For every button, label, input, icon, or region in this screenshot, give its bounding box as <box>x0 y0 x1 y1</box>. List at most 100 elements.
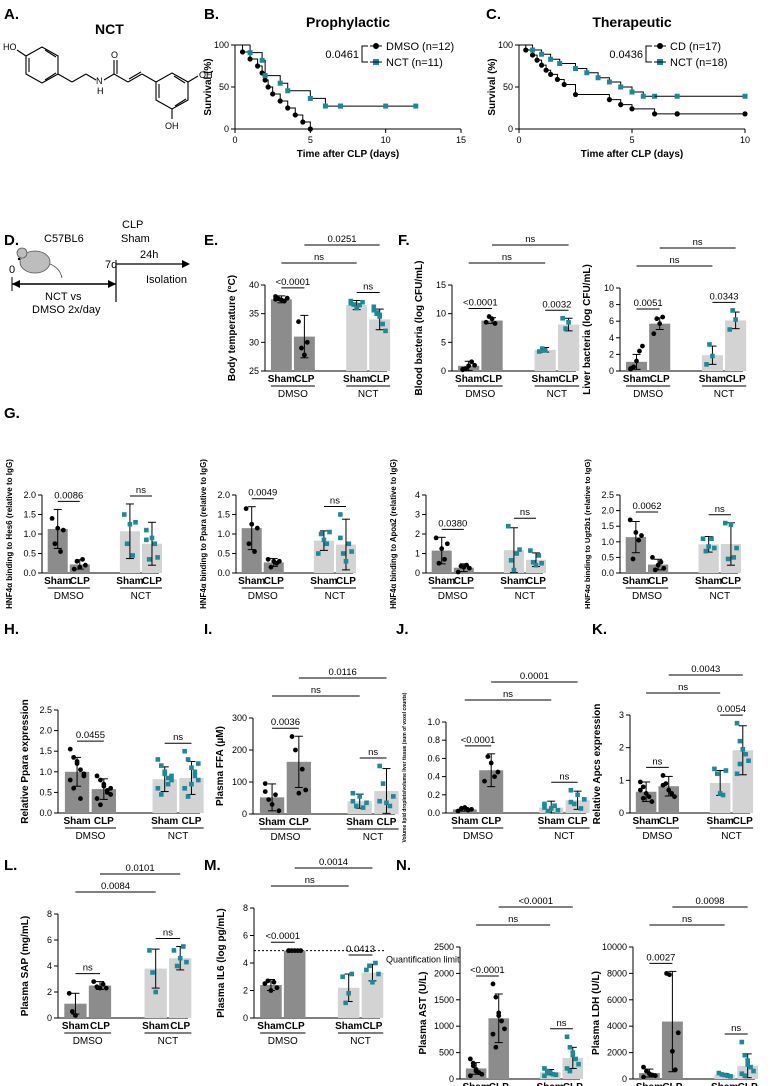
panel-f1-letter: F. <box>398 232 410 249</box>
chart-n1-category-label: CLP <box>489 1082 509 1086</box>
chart-c-legend-label: CD (n=17) <box>670 41 721 53</box>
chart-k-data-point <box>660 773 666 778</box>
chart-h-group-label: NCT <box>168 831 189 842</box>
chart-e-y-tick-label: 30 <box>249 337 259 347</box>
chart-g1-data-point <box>155 555 160 560</box>
chart-g2-data-point <box>268 564 274 570</box>
chart-n1-data-point <box>499 1018 505 1024</box>
chart-e-data-point <box>296 319 301 325</box>
chart-b-y-tick-label: 50 <box>219 82 229 92</box>
chart-c-event-marker <box>629 106 635 112</box>
chart-f1-category-label: CLP <box>559 374 579 385</box>
chart-g4-category-label: Sham <box>695 576 722 587</box>
chart-n1-data-point <box>570 1052 576 1058</box>
chart-g4-bar <box>625 537 646 573</box>
chart-m-category-label: CLP <box>362 1021 382 1032</box>
chart-j-data-point <box>462 805 468 810</box>
chart-g1-data-point <box>77 564 83 570</box>
chart-g1-group-label: DMSO <box>54 591 84 602</box>
chart-b-x-tick-label: 10 <box>381 135 391 145</box>
chart-l-significance-label: ns <box>83 963 93 974</box>
chart-f2-bar <box>649 323 671 371</box>
chart-e-data-point <box>354 305 359 311</box>
chart-n1-data-point <box>542 1066 547 1071</box>
chart-g3-data-point <box>533 562 539 568</box>
chart-j-category-label: Sham <box>538 816 565 827</box>
chart-e-group-label: NCT <box>358 389 379 400</box>
chart-j-significance-label: 0.0001 <box>520 671 549 682</box>
chart-g4-data-point <box>661 565 667 571</box>
panel-d: D. C57BL6 0 7d CLP Sham 24h Isolation NC… <box>4 219 190 316</box>
chart-g4-group-label: NCT <box>710 591 731 602</box>
chart-e-data-point <box>273 296 278 302</box>
chart-f1-bar <box>534 349 556 371</box>
chart-j-significance-label: <0.0001 <box>461 735 496 746</box>
chart-k-data-point <box>743 751 748 757</box>
chart-c-event-marker <box>652 111 658 117</box>
chart-f2-y-axis-label: Liver bacteria (log CFU/mL) <box>582 264 593 395</box>
chart-k-y-tick-label: 0 <box>619 808 624 818</box>
chart-h-category-label: Sham <box>151 816 178 827</box>
chart-m-data-point <box>343 1000 348 1006</box>
chart-b-x-axis-label: Time after CLP (days) <box>297 149 399 160</box>
chart-f2-category-label: CLP <box>650 374 670 385</box>
chart-g4-data-point <box>639 533 644 538</box>
chart-g2-data-point <box>254 525 260 531</box>
chart-c-censor-marker <box>742 93 748 99</box>
chart-g4-data-point <box>712 545 717 551</box>
chart-b-survival-curve <box>235 44 311 129</box>
chart-g2-significance-label: ns <box>330 496 340 507</box>
chart-n1-category-label: Sham <box>462 1082 489 1086</box>
chart-i-data-point <box>273 792 278 798</box>
chart-j-data-point <box>469 806 474 812</box>
chart-h-data-point <box>192 773 198 779</box>
chart-g3-significance-label: 0.0380 <box>438 518 467 529</box>
chart-m-bar <box>283 950 306 1018</box>
chart-g1-significance-label: 0.0086 <box>54 490 83 501</box>
chart-f2-significance-label: ns <box>669 255 679 266</box>
chart-b-y-axis-label: Survival (%) <box>203 58 214 115</box>
chart-b-pvalue-label: 0.0461 <box>325 49 359 61</box>
chart-c-event-marker <box>557 60 563 66</box>
chart-n1-y-axis-label: Plasma AST (U/L) <box>418 972 429 1055</box>
chart-f1-data-point <box>489 316 495 322</box>
chart-g1-data-point <box>122 512 127 517</box>
chart-i-data-point <box>380 781 386 786</box>
chart-b-censor-marker <box>383 103 389 109</box>
chart-b-pvalue-bracket <box>361 45 368 63</box>
chart-j-y-tick-label: 0.6 <box>427 753 440 763</box>
chart-l-data-point <box>150 970 155 975</box>
chart-f1-y-tick-label: 10 <box>436 309 446 319</box>
chart-f2-data-point <box>654 316 660 322</box>
chart-c-event-marker <box>595 75 601 81</box>
chart-g1-data-point <box>60 527 66 533</box>
chart-g2-category-label: Sham <box>238 576 265 587</box>
chart-g2-y-tick-label: 1.5 <box>217 510 230 520</box>
chart-h-data-point <box>155 757 161 762</box>
chart-g3-category-label: CLP <box>526 576 546 587</box>
chart-j-data-point <box>482 778 487 784</box>
chart-i-significance-label: ns <box>368 747 378 758</box>
chart-g2-category-label: Sham <box>310 576 337 587</box>
chart-e-category-label: CLP <box>294 374 314 385</box>
chart-f2-bar <box>725 320 747 371</box>
chart-g2-data-point <box>249 521 255 527</box>
chart-g2-data-point <box>276 558 282 564</box>
amide-hydrogen-label: H <box>97 86 104 96</box>
chart-b-event-marker <box>277 80 283 86</box>
chart-l-significance-label: 0.0084 <box>101 881 130 892</box>
chart-b-event-marker <box>322 103 328 109</box>
chart-h-data-point <box>94 773 100 779</box>
chart-f2-significance-label: 0.0051 <box>634 298 663 309</box>
chart-h-y-tick-label: 1.0 <box>39 767 52 777</box>
chart-g3-data-point <box>439 546 445 552</box>
chart-m-significance-label: 0.0413 <box>346 944 375 955</box>
chart-i-data-point <box>350 798 356 804</box>
chart-n1-data-point <box>550 1071 556 1077</box>
chart-n1-data-point <box>479 1071 485 1077</box>
chart-j-data-point <box>488 760 494 766</box>
chart-h-significance-label: ns <box>173 732 183 743</box>
chart-j-data-point <box>582 797 587 802</box>
chart-c-legend-label: NCT (n=18) <box>670 57 728 69</box>
